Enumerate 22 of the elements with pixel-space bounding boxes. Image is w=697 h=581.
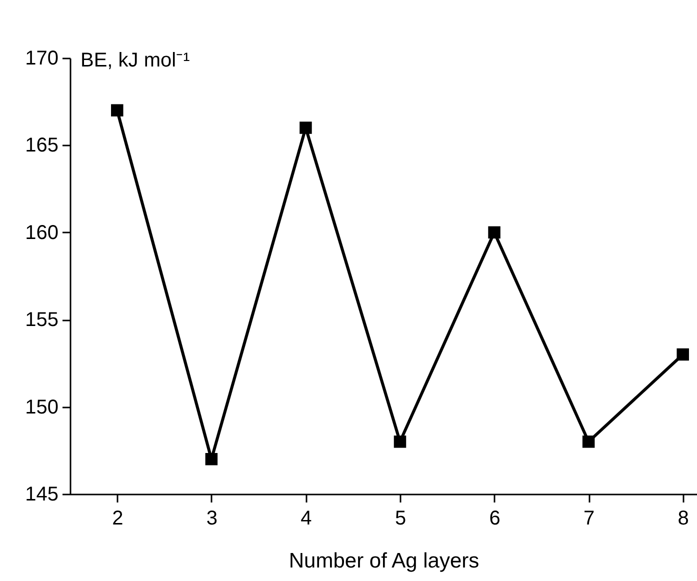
x-tick-label: 8 xyxy=(678,508,689,530)
point xyxy=(205,452,218,466)
y-tick-label: 150 xyxy=(25,396,58,418)
x-axis-title: Number of Ag layers xyxy=(288,550,480,572)
y-tick-label: 160 xyxy=(25,222,58,244)
point xyxy=(394,436,406,448)
y-tick-label: 155 xyxy=(25,309,58,332)
x-tick-label: 5 xyxy=(394,508,406,530)
y-axis-title: BE, kJ mol⁻¹ xyxy=(80,50,190,72)
x-tick-label: 6 xyxy=(489,508,500,530)
point xyxy=(488,226,500,239)
point xyxy=(300,122,312,134)
point xyxy=(111,104,124,116)
x-tick-label: 3 xyxy=(206,508,218,530)
x-tick-label: 2 xyxy=(112,508,124,530)
y-tick-label: 170 xyxy=(25,48,58,70)
x-tick-label: 7 xyxy=(584,508,595,530)
point xyxy=(676,348,689,361)
y-tick-label: 165 xyxy=(25,134,58,157)
point xyxy=(582,436,595,448)
x-tick-label: 4 xyxy=(300,508,312,530)
y-tick-label: 145 xyxy=(25,484,58,506)
